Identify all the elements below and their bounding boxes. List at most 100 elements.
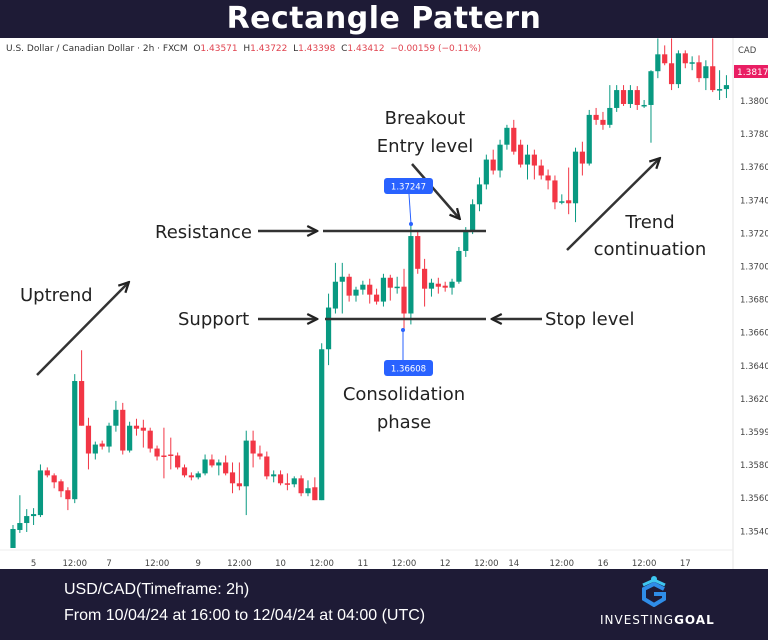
- candle: [408, 225, 414, 325]
- low-price-label: 1.36608: [391, 365, 426, 375]
- candle: [133, 418, 140, 436]
- candle-body: [675, 53, 682, 85]
- phase-label: phase: [377, 412, 431, 433]
- candle: [531, 149, 537, 180]
- candle-body: [216, 462, 222, 466]
- x-tick-label: 12:00: [392, 559, 417, 569]
- candle: [181, 464, 188, 478]
- candle: [284, 473, 290, 491]
- breakout-arrow: [411, 163, 459, 218]
- candle-body: [641, 104, 647, 107]
- y-tick-label: 1.35600: [740, 494, 768, 504]
- candle: [298, 475, 304, 497]
- candle-body: [435, 283, 441, 287]
- candle-body: [24, 516, 30, 524]
- x-tick-label: 14: [508, 559, 519, 569]
- candle-body: [113, 409, 119, 426]
- candle-body: [168, 454, 174, 457]
- candle: [113, 400, 119, 432]
- y-tick-label: 1.37200: [740, 229, 768, 239]
- candle: [325, 293, 332, 366]
- candle-body: [483, 159, 489, 185]
- y-tick-label: 1.35400: [740, 527, 768, 537]
- candle-body: [250, 440, 256, 454]
- candle: [202, 454, 208, 476]
- candle-body: [175, 455, 181, 468]
- candle: [92, 441, 98, 460]
- candle-body: [373, 294, 380, 302]
- candle: [524, 144, 531, 180]
- uptrend-arrow: [36, 283, 128, 376]
- candle: [277, 470, 284, 486]
- candle: [243, 430, 249, 516]
- candle: [17, 495, 23, 533]
- candle: [65, 487, 71, 511]
- candle: [223, 455, 229, 476]
- candle: [339, 262, 345, 314]
- candle: [401, 268, 407, 332]
- candle-body: [291, 478, 297, 485]
- candle: [209, 454, 215, 468]
- y-tick-label: 1.36400: [740, 362, 768, 372]
- candle: [154, 445, 160, 461]
- change-value: −0.00159 (−0.11%): [390, 44, 482, 54]
- candle: [490, 149, 496, 175]
- candle-body: [586, 114, 592, 164]
- candle-body: [689, 62, 695, 64]
- low-price-label-box: [384, 360, 433, 376]
- candle: [305, 480, 311, 497]
- high-marker: [409, 222, 413, 226]
- candle: [216, 459, 222, 476]
- candle-body: [655, 54, 661, 72]
- candle: [723, 75, 730, 99]
- candle-body: [44, 470, 50, 476]
- candle: [655, 38, 661, 79]
- candle: [696, 55, 702, 83]
- x-tick-label: 5: [31, 559, 36, 569]
- currency-label: CAD: [738, 46, 757, 56]
- symbol-legend: U.S. Dollar / Canadian Dollar · 2h · FXC…: [6, 44, 481, 54]
- candle-body: [243, 440, 249, 487]
- low-value: 1.43398: [298, 44, 336, 54]
- candle: [449, 278, 455, 295]
- candle-body: [298, 478, 304, 494]
- candle: [147, 427, 153, 453]
- candle: [579, 141, 585, 176]
- candle: [586, 109, 592, 166]
- x-tick-label: 12:00: [145, 559, 170, 569]
- candle-body: [579, 151, 585, 164]
- candle-body: [181, 467, 188, 476]
- x-tick-label: 12:00: [550, 559, 575, 569]
- candle: [346, 273, 352, 302]
- candle-body: [10, 528, 16, 548]
- candle-body: [380, 277, 387, 302]
- candle-body: [58, 481, 64, 492]
- candle: [518, 139, 524, 168]
- candle: [641, 100, 647, 108]
- candle: [229, 462, 236, 494]
- candle-body: [607, 107, 613, 125]
- open-label: O: [193, 44, 201, 54]
- candle: [394, 276, 400, 294]
- candle: [85, 417, 92, 470]
- candle: [559, 194, 565, 205]
- candle: [106, 422, 112, 453]
- candle-body: [476, 184, 483, 205]
- footer-date-range: From 10/04/24 at 16:00 to 12/04/24 at 04…: [64, 607, 426, 624]
- candle-body: [593, 114, 599, 120]
- candle: [442, 281, 448, 292]
- candle-body: [284, 483, 290, 485]
- candle-body: [723, 85, 730, 90]
- candle: [435, 277, 441, 294]
- candle-body: [195, 473, 201, 478]
- candle-body: [511, 127, 517, 152]
- candle: [476, 177, 483, 212]
- candle: [662, 45, 668, 66]
- breakout-label: Breakout: [385, 108, 466, 129]
- candle-body: [415, 236, 421, 269]
- x-tick-label: 12:00: [632, 559, 657, 569]
- candle-body: [627, 90, 633, 104]
- candle: [600, 111, 606, 130]
- candle: [127, 421, 133, 453]
- candle-body: [312, 487, 318, 501]
